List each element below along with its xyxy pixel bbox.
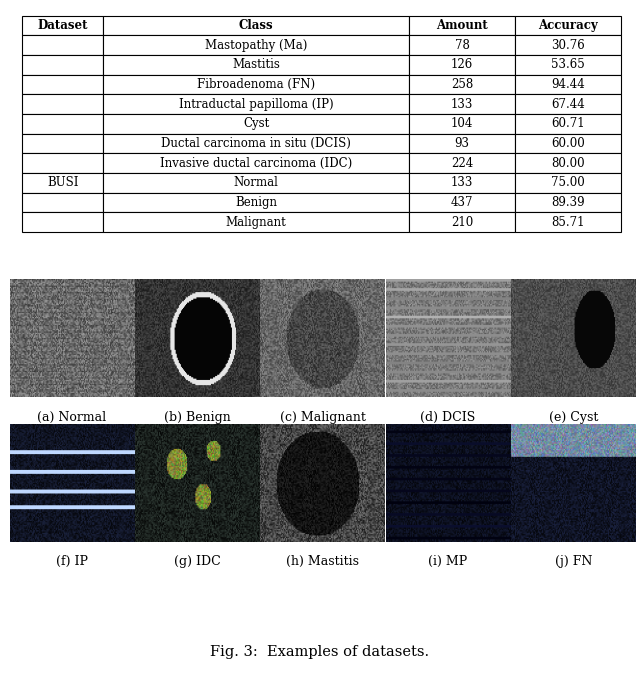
Text: (j) FN: (j) FN	[555, 555, 592, 569]
Text: (h) Mastitis: (h) Mastitis	[286, 555, 359, 569]
Text: (d) DCIS: (d) DCIS	[420, 411, 476, 424]
Text: (g) IDC: (g) IDC	[173, 555, 221, 569]
Text: Fig. 3:  Examples of datasets.: Fig. 3: Examples of datasets.	[211, 645, 429, 659]
Text: (i) MP: (i) MP	[428, 555, 468, 569]
Text: (a) Normal: (a) Normal	[37, 411, 106, 424]
Text: (b) Benign: (b) Benign	[164, 411, 230, 424]
Text: (e) Cyst: (e) Cyst	[548, 411, 598, 424]
Text: (f) IP: (f) IP	[56, 555, 88, 569]
Text: (c) Malignant: (c) Malignant	[280, 411, 365, 424]
